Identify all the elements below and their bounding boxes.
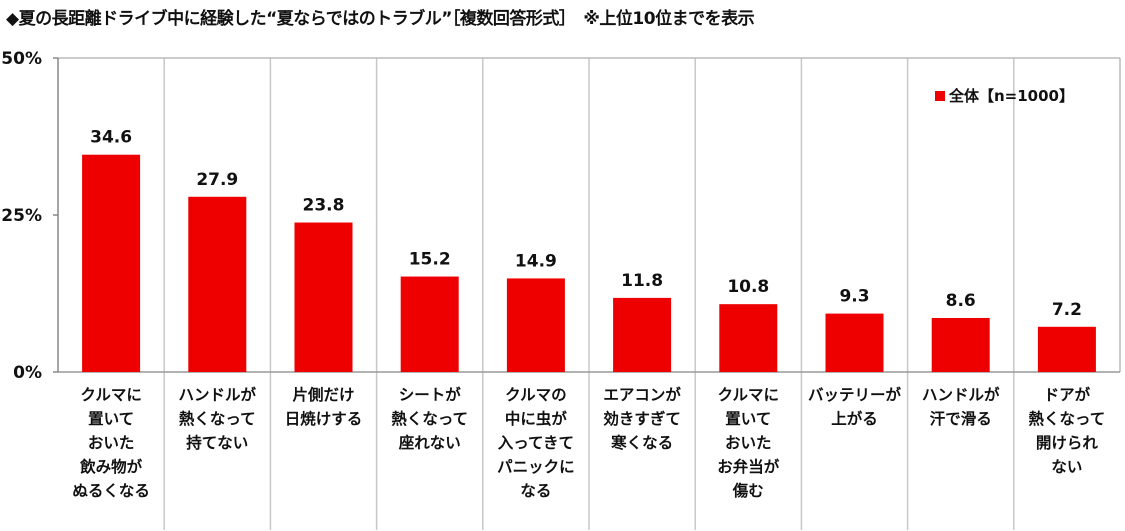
x-tick-label: ぬるくなる [72, 482, 150, 500]
bar [506, 278, 565, 372]
x-tick-label: 片側だけ [292, 385, 354, 404]
bar [719, 304, 778, 372]
data-label: 34.6 [90, 128, 132, 148]
data-label: 7.2 [1052, 300, 1082, 320]
x-tick-label: お弁当が [717, 457, 780, 476]
data-label: 14.9 [515, 251, 557, 271]
x-tick-label: なる [520, 482, 551, 500]
x-tick-label: 入ってきて [498, 434, 574, 452]
x-tick-label: ない [1051, 458, 1082, 476]
x-tick-label: ドアが [1044, 385, 1091, 404]
x-tick-label: 開けられ [1036, 434, 1099, 452]
x-tick-label: 座れない [398, 433, 461, 452]
x-tick-label: おいた [725, 434, 772, 452]
data-label: 11.8 [621, 271, 663, 291]
x-tick-label: パニックに [497, 458, 575, 476]
x-tick-label: クルマの [505, 386, 567, 404]
data-label: 9.3 [839, 287, 869, 307]
x-tick-label: 傷む [732, 481, 764, 500]
x-tick-label: 熱くなって [179, 409, 256, 428]
y-tick-label: 25% [1, 206, 42, 226]
x-tick-label: 中に虫が [505, 409, 568, 428]
y-tick-label: 50% [1, 49, 42, 69]
x-tick-label: クルマに [80, 386, 142, 404]
bar [294, 222, 353, 372]
bar [613, 297, 672, 372]
x-tick-label: 持てない [186, 433, 248, 452]
x-tick-label: 置いて [88, 410, 134, 428]
bar [825, 313, 884, 372]
bar [82, 154, 141, 372]
x-tick-label: クルマに [718, 386, 780, 404]
x-tick-label: 飲み物が [79, 457, 143, 476]
y-tick-label: 0% [13, 363, 42, 383]
chart-title: ◆夏の長距離ドライブ中に経験した“夏ならではのトラブル”［複数回答形式］ ※上位… [6, 9, 755, 29]
x-tick-label: シートが [399, 385, 462, 404]
x-tick-label: バッテリーが [808, 385, 902, 404]
x-tick-label: おいた [88, 434, 135, 452]
data-label: 15.2 [409, 250, 451, 270]
x-tick-label: 熱くなって [391, 409, 468, 428]
x-tick-label: ハンドルが [179, 385, 257, 404]
x-tick-label: 上がる [831, 409, 878, 428]
bar [931, 317, 990, 372]
x-tick-label: 熱くなって [1029, 409, 1106, 428]
x-tick-label: 寒くなる [610, 433, 673, 452]
bar [1037, 326, 1096, 372]
bar [188, 196, 247, 372]
legend-swatch [935, 91, 945, 101]
bar [400, 276, 459, 372]
x-tick-label: 置いて [725, 410, 771, 428]
x-tick-label: ハンドルが [922, 385, 1000, 404]
x-tick-label: 効きすぎて [603, 409, 681, 428]
data-label: 27.9 [196, 170, 238, 190]
x-tick-label: エアコンが [603, 385, 681, 404]
x-tick-label: 汗で滑る [930, 409, 992, 428]
legend-label: 全体【n=1000】 [948, 87, 1074, 105]
data-label: 10.8 [727, 277, 769, 297]
data-label: 23.8 [303, 196, 345, 216]
x-tick-label: 日焼けする [285, 410, 363, 428]
data-label: 8.6 [946, 291, 976, 311]
